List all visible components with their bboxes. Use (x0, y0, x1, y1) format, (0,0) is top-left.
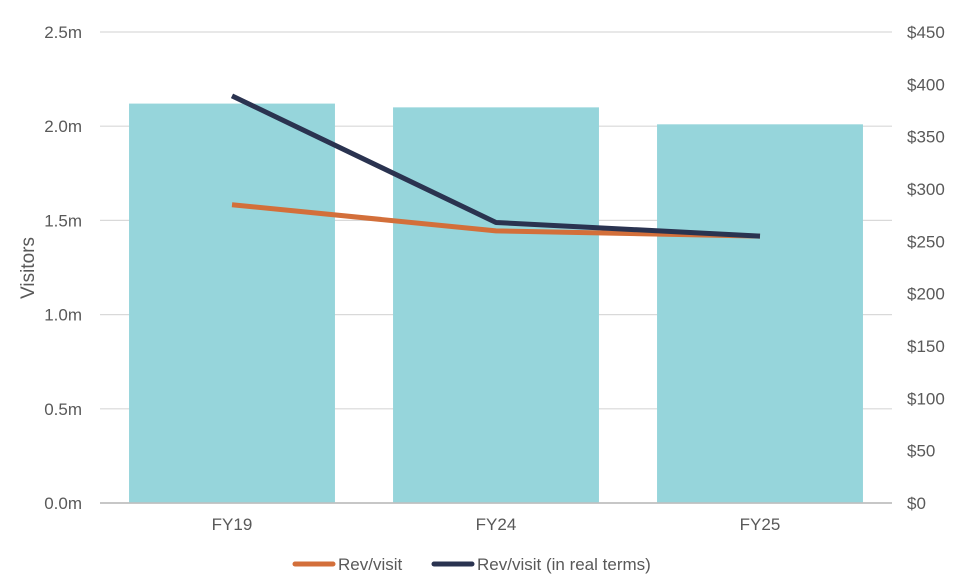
x-tick-label: FY24 (476, 515, 517, 534)
y2-tick-label: $400 (907, 75, 945, 94)
y-tick-label: 1.5m (44, 211, 82, 230)
legend-label: Rev/visit (338, 555, 403, 574)
y2-tick-label: $100 (907, 389, 945, 408)
series-line-1 (230, 93, 761, 239)
x-tick-label: FY25 (740, 515, 781, 534)
y-tick-label: 2.5m (44, 23, 82, 42)
legend: Rev/visit Rev/visit (in real terms) (292, 555, 651, 574)
y-axis-title: Visitors (18, 237, 39, 299)
bar-group (100, 103, 892, 504)
y-tick-label: 1.0m (44, 306, 82, 325)
line-series-group (230, 93, 761, 239)
y2-tick-label: $200 (907, 285, 945, 304)
y-tick-label: 2.0m (44, 117, 82, 136)
series-line-0 (231, 202, 761, 239)
y-tick-label: 0.0m (44, 494, 82, 513)
y2-tick-label: $50 (907, 442, 935, 461)
bar (657, 124, 863, 503)
y2-tick-label: $250 (907, 232, 945, 251)
y2-tick-label: $0 (907, 494, 926, 513)
legend-label: Rev/visit (in real terms) (477, 555, 651, 574)
left-axis-ticks: 0.0m 0.5m 1.0m 1.5m 2.0m 2.5m (44, 23, 82, 513)
bar (393, 107, 599, 504)
y2-tick-label: $300 (907, 180, 945, 199)
bar (129, 103, 335, 503)
y2-tick-label: $450 (907, 23, 945, 42)
right-axis-ticks: $0 $50 $100 $150 $200 $250 $300 $350 $400 $450 (907, 23, 945, 513)
x-tick-label: FY19 (212, 515, 253, 534)
y2-tick-label: $350 (907, 128, 945, 147)
y2-tick-label: $150 (907, 337, 945, 356)
y-tick-label: 0.5m (44, 400, 82, 419)
x-axis-ticks: FY19 FY24 FY25 (212, 515, 781, 534)
